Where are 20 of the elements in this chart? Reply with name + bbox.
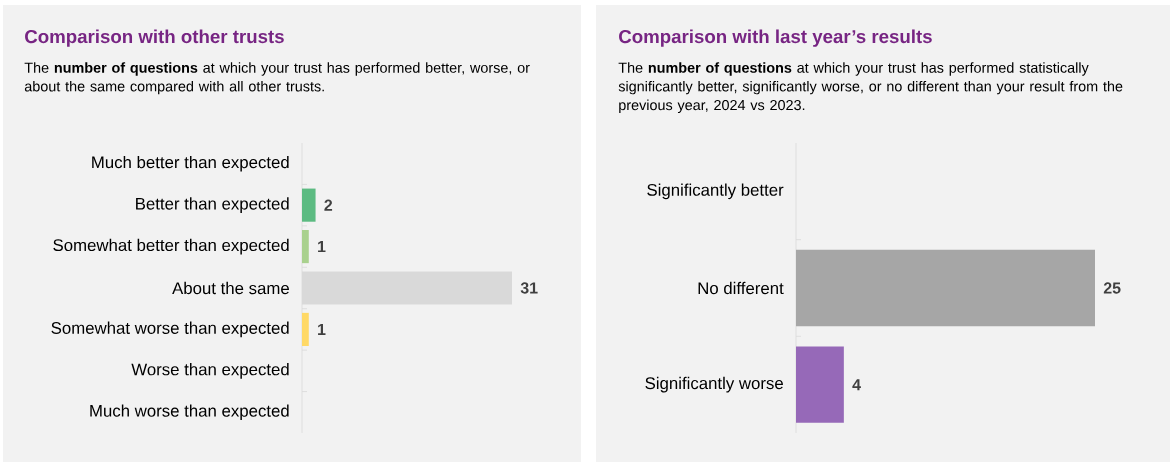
data-label: 31	[520, 282, 538, 294]
y-tick-label: Worse than expected	[131, 363, 289, 379]
y-tick-label: Significantly worse	[645, 376, 783, 393]
data-label: 4	[852, 379, 861, 391]
data-label: 2	[324, 199, 333, 211]
y-tick-label: Better than expected	[136, 197, 289, 213]
y-tick-label: Much better than expected	[92, 155, 289, 172]
chart-subtitle: The number of questions at which your trust has performed statistically significantly better, significantly worse, or no different than your result from the previous year, 2024 vs 2023.	[618, 62, 1123, 114]
chart-title: Comparison with last year’s results	[619, 29, 932, 47]
y-tick-label: Significantly better	[647, 183, 784, 200]
chart-title: Comparison with other trusts	[25, 29, 284, 47]
data-label: 25	[1103, 282, 1121, 294]
chart-subtitle: The number of questions at which your trust has performed better, worse, or about the same compared with all other trusts.	[24, 62, 530, 95]
y-tick-label: No different	[698, 281, 784, 295]
y-tick-label: Somewhat better than expected	[53, 238, 289, 255]
data-label: 1	[318, 323, 326, 335]
data-label: 1	[318, 241, 326, 253]
y-tick-label: About the same	[172, 281, 289, 295]
y-tick-label: Much worse than expected	[90, 404, 289, 421]
y-tick-label: Somewhat worse than expected	[51, 321, 289, 338]
